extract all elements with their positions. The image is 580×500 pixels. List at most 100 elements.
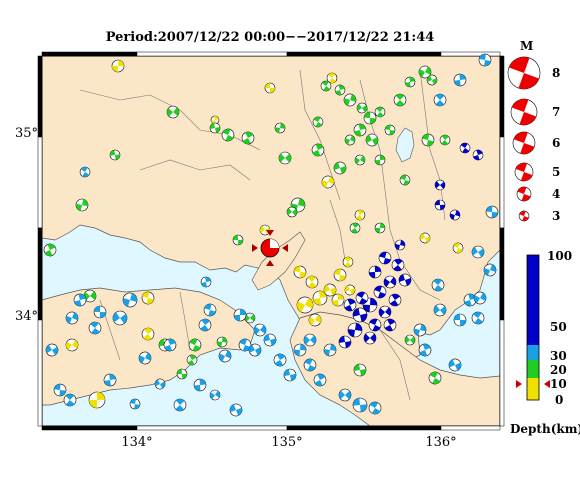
epicenter-marker [356, 102, 368, 114]
epicenter-marker [373, 285, 387, 299]
magnitude-legend-label: 7 [552, 105, 560, 119]
epicenter-marker [368, 265, 382, 279]
epicenter-marker [233, 308, 247, 322]
epicenter-marker [308, 313, 322, 327]
land-lake-biwa-region [395, 127, 415, 163]
depth-marker-icon [544, 380, 550, 388]
epicenter-marker [263, 333, 277, 347]
epicenter-marker [320, 80, 332, 92]
epicenter-marker [221, 128, 235, 142]
epicenter-marker [323, 283, 337, 297]
epicenter-marker [176, 368, 188, 380]
magnitude-legend-ball [514, 162, 534, 182]
epicenter-marker [471, 311, 485, 325]
epicenter-markers [43, 53, 499, 417]
epicenter-marker [344, 284, 356, 296]
epicenter-marker [374, 222, 386, 234]
depth-band-shallow [527, 378, 539, 400]
epicenter-marker [349, 222, 361, 234]
main-event-marker [252, 230, 288, 266]
magnitude-legend: M 8 7 6 5 4 3 [507, 39, 560, 223]
epicenter-marker [198, 318, 212, 332]
epicenter-marker [473, 291, 487, 305]
magnitude-legend-label: 4 [552, 187, 560, 201]
epicenter-marker [333, 268, 347, 282]
epicenter-marker [186, 354, 198, 366]
epicenter-marker [439, 134, 451, 146]
epicenter-marker [374, 106, 386, 118]
depth-label-30: 30 [550, 349, 567, 363]
epicenter-marker [138, 351, 152, 365]
epicenter-marker [391, 258, 405, 272]
epicenter-marker [338, 335, 352, 349]
epicenter-marker [166, 105, 180, 119]
epicenter-marker [343, 93, 357, 107]
epicenter-marker [354, 154, 366, 166]
depth-marker-icon [516, 380, 522, 388]
map-title: Period:2007/12/22 00:00−−2017/12/22 21:4… [105, 30, 435, 45]
magnitude-legend-ball [507, 56, 541, 90]
epicenter-marker [188, 338, 202, 352]
epicenter-marker [173, 398, 187, 412]
epicenter-marker [109, 149, 121, 161]
epicenter-marker [365, 133, 379, 147]
epicenter-marker [384, 124, 396, 136]
epicenter-marker [311, 143, 325, 157]
epicenter-marker [393, 93, 407, 107]
epicenter-marker [312, 290, 328, 306]
magnitude-legend-ball [516, 186, 532, 202]
epicenter-marker [321, 175, 335, 189]
epicenter-marker [63, 393, 77, 407]
epicenter-marker [88, 321, 102, 335]
epicenter-marker [413, 323, 427, 337]
epicenter-marker [388, 293, 402, 307]
epicenter-marker [383, 318, 397, 332]
epicenter-marker [433, 303, 447, 317]
epicenter-marker [353, 123, 367, 137]
epicenter-marker [374, 154, 386, 166]
epicenter-marker [122, 292, 138, 308]
epicenter-marker [428, 371, 442, 385]
epicenter-marker [418, 343, 432, 357]
epicenter-marker [93, 305, 107, 319]
epicenter-marker [259, 224, 271, 236]
epicenter-marker [312, 116, 324, 128]
epicenter-marker [313, 373, 327, 387]
epicenter-marker [333, 161, 347, 175]
epicenter-marker [453, 313, 467, 327]
epicenter-marker [65, 338, 79, 352]
epicenter-marker [331, 293, 345, 307]
depth-band-deep [527, 255, 539, 345]
epicenter-marker [43, 243, 57, 257]
epicenter-marker [53, 383, 67, 397]
epicenter-marker [378, 251, 392, 265]
epicenter-marker [103, 373, 117, 387]
epicenter-marker [65, 311, 79, 325]
epicenter-marker [286, 206, 298, 218]
epicenter-marker [264, 82, 276, 94]
epicenter-marker [141, 291, 155, 305]
epicenter-marker [79, 166, 91, 178]
epicenter-marker [383, 275, 397, 289]
epicenter-marker [452, 242, 464, 254]
epicenter-marker [274, 122, 286, 134]
lon-label-134: 134° [121, 435, 152, 450]
epicenter-marker [293, 265, 307, 279]
magnitude-legend-ball [518, 210, 530, 222]
depth-band-green [527, 360, 539, 378]
epicenter-marker [305, 275, 319, 289]
depth-label-100: 100 [547, 249, 572, 263]
lat-label-34: 34° [15, 309, 38, 324]
epicenter-marker [111, 59, 125, 73]
epicenter-marker [419, 232, 431, 244]
epicenter-marker [399, 174, 411, 186]
epicenter-marker [378, 305, 392, 319]
epicenter-marker [453, 73, 467, 87]
epicenter-marker [394, 239, 406, 251]
epicenter-marker [209, 389, 221, 401]
epicenter-marker [342, 256, 354, 268]
epicenter-marker [353, 363, 367, 377]
epicenter-marker [283, 368, 297, 382]
epicenter-marker [338, 388, 352, 402]
lat-label-35: 35° [15, 126, 38, 141]
